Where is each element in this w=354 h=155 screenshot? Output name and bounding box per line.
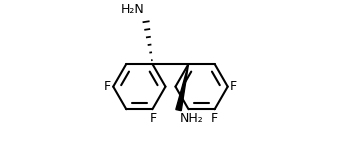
Text: F: F (150, 112, 157, 125)
Text: F: F (230, 80, 237, 93)
Text: F: F (104, 80, 111, 93)
Polygon shape (176, 64, 189, 111)
Text: F: F (210, 112, 217, 125)
Text: H₂N: H₂N (121, 3, 145, 16)
Text: NH₂: NH₂ (179, 112, 203, 125)
